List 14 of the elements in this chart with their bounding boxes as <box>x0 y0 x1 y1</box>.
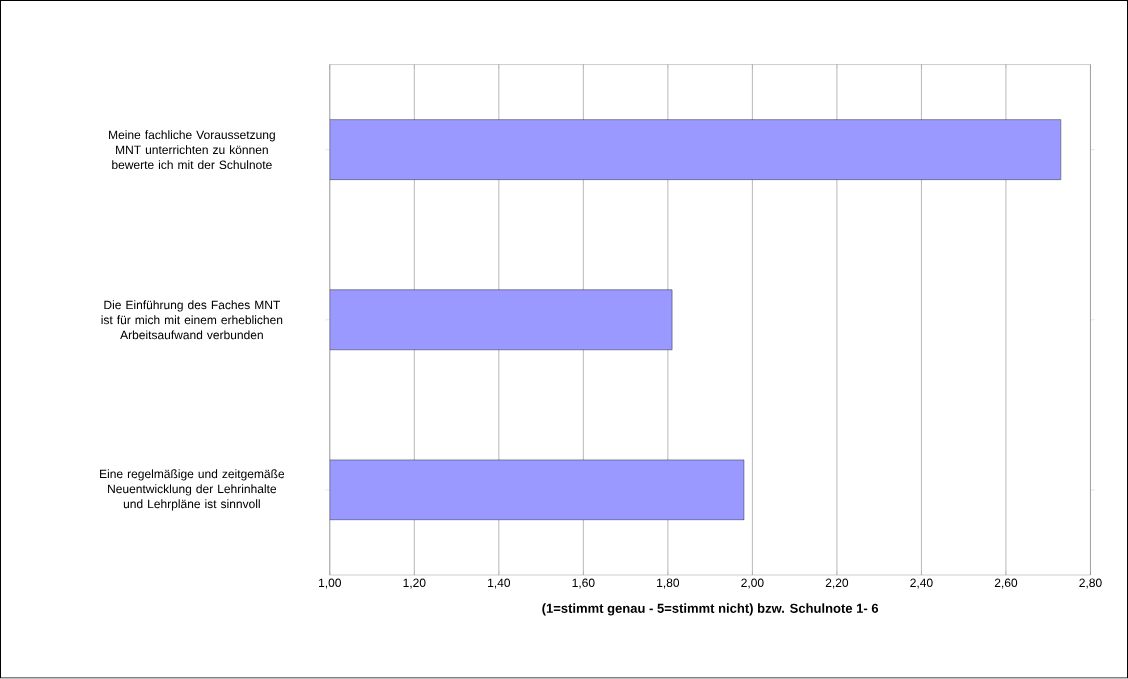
x-tick-label: 2,20 <box>825 578 849 589</box>
x-tick-label: 1,80 <box>657 578 680 589</box>
x-tick-label: 2,00 <box>741 578 764 589</box>
y-tick-label: Meine fachliche Voraussetzung MNT unterrichten zu können bewerte ich mit der Schulnote <box>109 130 275 170</box>
y-tick-label: Die Einführung des Faches MNT ist für mich mit einem erheblichen Arbeitsaufwand verbunden <box>101 300 283 340</box>
y-tick-label: Eine regelmäßige und zeitgemäße Neuentwicklung der Lehrinhalte und Lehrpläne ist sinnvoll <box>100 469 285 511</box>
x-tick-label: 2,40 <box>910 578 933 589</box>
x-tick-label: 1,00 <box>319 578 342 589</box>
x-axis-title: (1=stimmt genau - 5=stimmt nicht) bzw. Schulnote 1- 6 <box>542 603 879 616</box>
x-tick-label: 1,40 <box>488 578 511 589</box>
x-tick-label: 1,20 <box>403 578 426 589</box>
x-tick-label: 2,60 <box>994 578 1018 589</box>
x-tick-label: 1,60 <box>572 578 595 589</box>
x-tick-label: 2,80 <box>1079 578 1102 589</box>
